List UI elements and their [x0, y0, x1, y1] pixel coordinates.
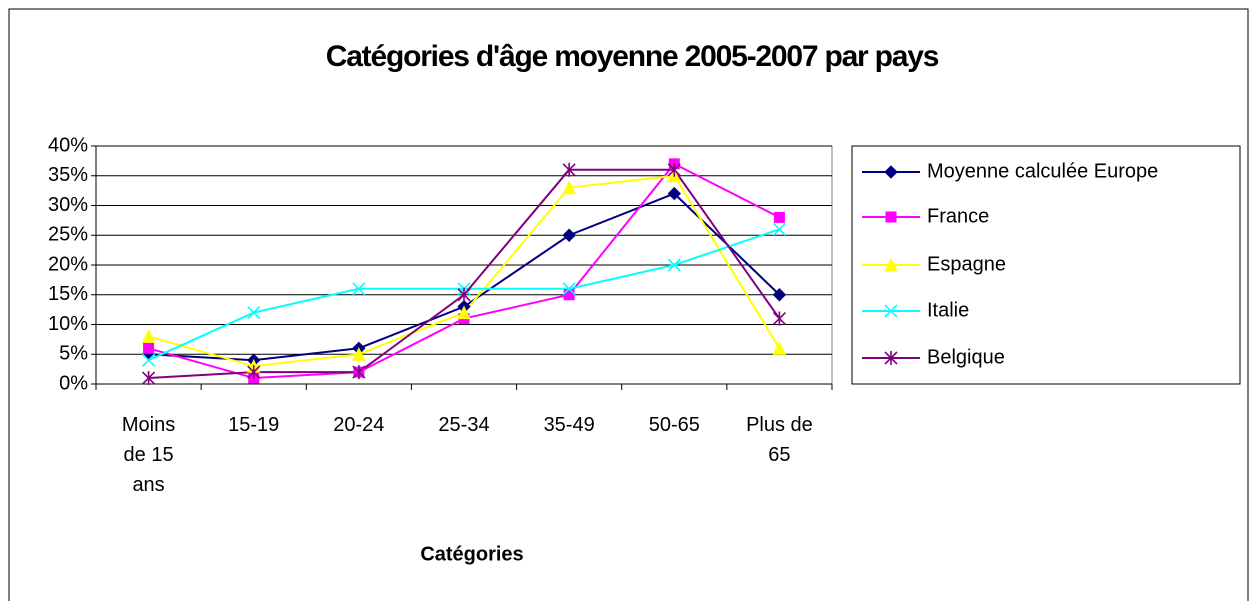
x-tick-label: 15-19 — [228, 414, 280, 436]
chart-border — [8, 8, 1249, 601]
marker — [772, 311, 786, 326]
x-tick-label: Plus de 65 — [746, 414, 813, 466]
legend-label: Italie — [927, 299, 969, 321]
marker — [352, 347, 366, 361]
y-tick-label: 40% — [48, 134, 88, 156]
marker — [884, 351, 898, 365]
y-tick-label: 5% — [59, 343, 88, 365]
x-tick-label: 50-65 — [648, 414, 700, 436]
x-tick-label: 35-49 — [543, 414, 595, 436]
x-tick-label: 25-34 — [438, 414, 490, 436]
marker — [772, 341, 787, 355]
marker — [667, 162, 681, 177]
y-tick-label: 25% — [48, 224, 88, 246]
legend-label: Espagne — [927, 253, 1006, 275]
x-tick-label: 20-24 — [333, 414, 385, 436]
marker — [772, 222, 786, 236]
y-tick-label: 15% — [48, 283, 88, 305]
chart-title: Catégories d'âge moyenne 2005-2007 par p… — [326, 40, 939, 73]
marker — [884, 165, 898, 179]
y-tick-label: 0% — [59, 372, 88, 394]
marker — [884, 304, 898, 318]
marker — [352, 365, 366, 380]
marker — [562, 228, 576, 242]
legend-label: Moyenne calculée Europe — [927, 160, 1158, 182]
x-axis-title: Catégories — [420, 543, 523, 565]
marker — [562, 162, 576, 177]
marker — [885, 211, 897, 223]
marker — [142, 371, 156, 386]
y-tick-label: 10% — [48, 313, 88, 335]
marker — [667, 258, 681, 272]
marker — [352, 282, 366, 296]
y-tick-label: 30% — [48, 194, 88, 216]
legend-label: Belgique — [927, 346, 1005, 368]
marker — [457, 287, 471, 302]
marker — [773, 211, 785, 223]
marker — [457, 305, 471, 320]
y-tick-label: 20% — [48, 253, 88, 275]
legend-label: France — [927, 205, 989, 227]
y-tick-label: 35% — [48, 164, 88, 186]
marker — [772, 288, 787, 302]
marker — [247, 306, 261, 320]
marker — [143, 342, 155, 354]
marker — [562, 180, 576, 195]
marker — [884, 257, 898, 272]
marker — [247, 365, 261, 380]
marker — [141, 329, 156, 343]
x-tick-label: Moins de 15 ans — [121, 414, 176, 496]
marker — [142, 353, 156, 367]
marker — [562, 282, 576, 296]
marker — [667, 186, 681, 201]
